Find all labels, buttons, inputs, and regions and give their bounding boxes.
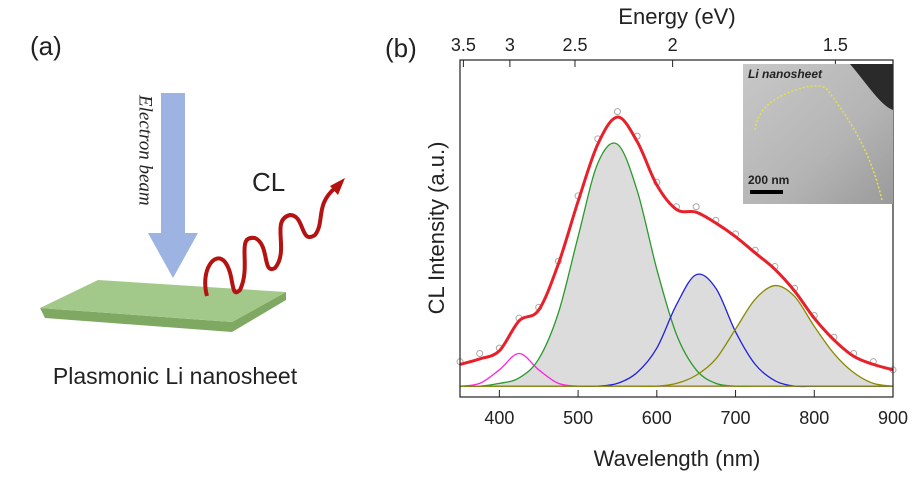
x-tick-label: 700 [721,408,751,428]
caption: Plasmonic Li nanosheet [53,363,298,389]
data-point [476,350,484,358]
cl-arrow-head [330,178,345,195]
cl-wave [203,186,337,297]
inset-title: Li nanosheet [748,67,823,81]
series-line [459,115,894,372]
x2-tick-label: 1.5 [823,35,848,55]
plot: 400 500 600 700 800 900 3.5 3 2.5 2 1.5 [451,35,908,428]
beam-arrow-head [148,233,198,278]
peak-area [460,143,893,387]
x2-axis-label: Energy (eV) [618,4,735,29]
panel-label: (b) [385,33,417,63]
inset-image [743,64,893,204]
data-point [692,203,700,211]
plot-frame [459,59,894,398]
sheet-edge [40,292,286,332]
x2-tick-label: 2.5 [562,35,587,55]
inset-scale-bar [750,190,783,194]
cl-label: CL [252,167,285,197]
beam-arrow [161,93,185,233]
beam-label: Electron beam [135,94,156,206]
peak-area [460,285,893,387]
data-point [613,108,621,116]
x-tick-label: 400 [484,408,514,428]
peak-area [460,274,893,387]
x-tick-label: 600 [642,408,672,428]
x2-tick-label: 3 [505,35,515,55]
sheet-top [40,280,286,322]
inset-scale-label: 200 nm [748,173,789,187]
y-axis-label: CL Intensity (a.u.) [424,142,449,315]
panel-label: (a) [30,31,62,61]
inset-dark [850,64,893,110]
x2-tick-label: 3.5 [451,35,476,55]
x-tick-label: 800 [799,408,829,428]
inset-outline [754,85,883,201]
x-tick-label: 500 [563,408,593,428]
x2-tick-label: 2 [668,35,678,55]
x-axis-label: Wavelength (nm) [594,446,761,471]
x-tick-label: 900 [878,408,908,428]
